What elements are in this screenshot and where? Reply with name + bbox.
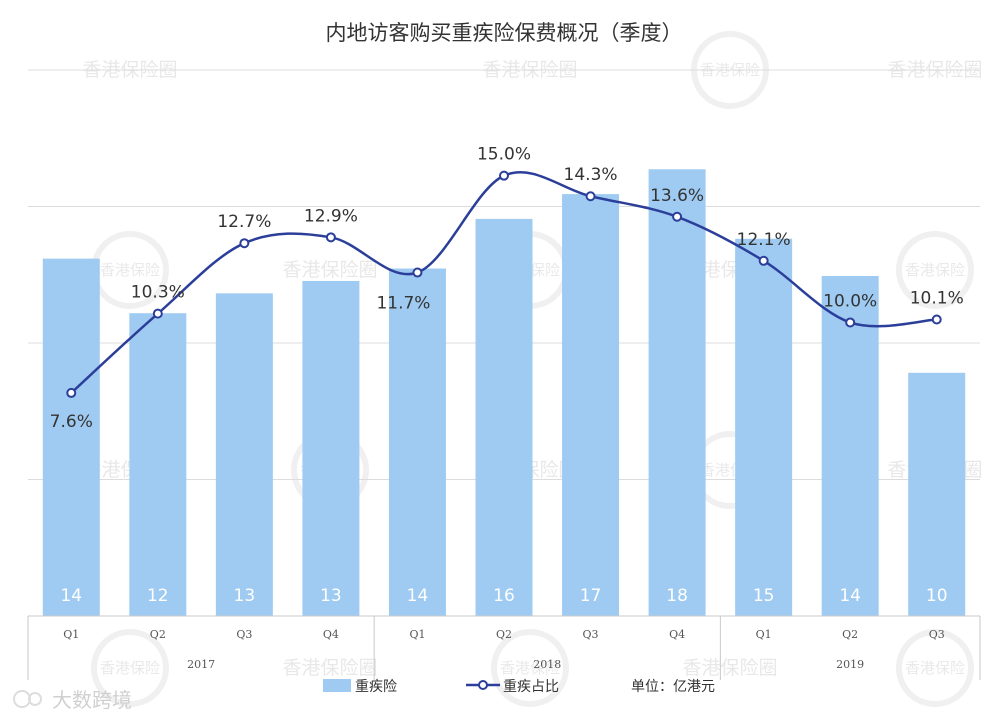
line-value-label: 12.9% [304, 206, 358, 226]
bar [908, 372, 966, 616]
bar-value-label: 14 [407, 586, 429, 606]
bar-value-label: 13 [234, 586, 256, 606]
bar-value-label: 15 [753, 586, 775, 606]
line-point [758, 255, 769, 266]
x-tick-label: Q1 [63, 628, 79, 641]
legend: 重疾险 重疾占比 单位：亿港元 [323, 679, 715, 695]
line-value-label: 14.3% [564, 165, 618, 185]
legend-bar-swatch [323, 679, 351, 692]
x-tick-label: Q2 [842, 628, 858, 641]
bar [42, 258, 100, 616]
gridlines [28, 69, 980, 480]
bar-value-label: 14 [60, 586, 82, 606]
line-point [672, 211, 683, 222]
bar [129, 313, 187, 616]
bar [735, 238, 793, 616]
line-value-label: 15.0% [477, 145, 531, 165]
line-value-label: 12.1% [737, 230, 791, 250]
bar [821, 275, 879, 616]
x-tick-label: Q3 [236, 628, 252, 641]
brand-logo-icon-2 [28, 692, 42, 706]
bar [475, 218, 533, 616]
x-tick-label: Q1 [409, 628, 425, 641]
watermark-badge-text: 香港保险 [100, 261, 160, 279]
x-tick-label: Q3 [929, 628, 945, 641]
x-year-label: 2019 [836, 658, 864, 671]
bar [562, 194, 620, 616]
line-value-label: 11.7% [376, 294, 430, 314]
x-tick-label: Q2 [150, 628, 166, 641]
brand-logo-icon [13, 690, 31, 708]
bar-series: 14 12 13 13 14 16 17 18 15 14 10 [42, 169, 966, 617]
x-tick-label: Q1 [756, 628, 772, 641]
x-axis: Q1 Q2 Q3 Q4 Q1 Q2 Q3 Q4 Q1 Q2 Q3 2017 2018 2019 [27, 615, 981, 680]
line-point [412, 267, 423, 278]
bar-value-label: 17 [580, 586, 602, 606]
bar [388, 268, 446, 616]
bar-value-label: 10 [926, 586, 948, 606]
line-point [585, 191, 596, 202]
bar [215, 293, 273, 616]
bar-value-label: 14 [839, 586, 861, 606]
brand-name: 大数跨境 [52, 688, 132, 712]
x-tick-label: Q4 [323, 628, 339, 641]
bar [302, 280, 360, 616]
chart-title: 内地访客购买重疾险保费概况（季度） [326, 21, 683, 45]
watermark-badge-text: 香港保险 [905, 261, 965, 279]
watermark-badge-text: 香港保险 [100, 659, 160, 677]
line-value-label: 13.6% [650, 186, 704, 206]
line-value-label: 10.0% [823, 291, 877, 311]
line-value-label: 10.3% [131, 283, 185, 303]
bar-value-label: 13 [320, 586, 342, 606]
watermark-badge-icon [91, 629, 169, 707]
line-point [325, 232, 336, 243]
legend-bar-label: 重疾险 [355, 679, 397, 695]
watermark-text: 香港保险圈 [282, 657, 377, 679]
x-tick-label: Q3 [583, 628, 599, 641]
watermark-badge-text: 香港保险 [500, 659, 560, 677]
line-value-label: 12.7% [217, 212, 271, 232]
unit-label: 单位：亿港元 [631, 679, 715, 695]
line-value-label: 7.6% [50, 412, 93, 432]
x-tick-label: Q2 [496, 628, 512, 641]
watermark-badge-icon [896, 629, 974, 707]
line-point [499, 170, 509, 181]
watermark-badge-icon [896, 231, 974, 309]
x-year-label: 2017 [187, 658, 215, 671]
line-point [66, 387, 77, 398]
x-tick-label: Q4 [669, 628, 685, 641]
x-year-label: 2018 [533, 658, 561, 671]
bar-value-label: 12 [147, 586, 169, 606]
line-point [845, 317, 856, 328]
watermark-badge-icon [491, 629, 569, 707]
watermark-badge-text: 香港保险 [905, 659, 965, 677]
line-series: 7.6% 10.3% 12.7% 12.9% 11.7% 15.0% 14.3% 13.6% 1… [50, 145, 964, 432]
bar-value-label: 16 [493, 586, 515, 606]
line-value-label: 10.1% [910, 289, 964, 309]
line-point [239, 238, 250, 249]
line-point [152, 308, 163, 319]
legend-line-label: 重疾占比 [503, 679, 559, 695]
watermark-text: 香港保险圈 [282, 259, 377, 281]
bar-value-label: 18 [666, 586, 688, 606]
line-point [931, 314, 942, 325]
brand-watermark: 大数跨境 [13, 688, 132, 712]
bar [648, 169, 706, 617]
legend-line-marker [478, 680, 488, 690]
watermark-text: 香港保险圈 [682, 657, 777, 679]
